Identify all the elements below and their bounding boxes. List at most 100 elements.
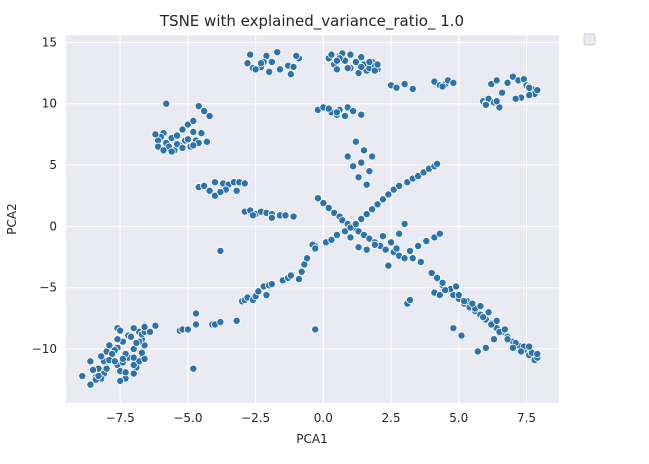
scatter-point	[508, 343, 517, 352]
scatter-point	[449, 78, 458, 87]
scatter-point	[145, 327, 154, 336]
scatter-point	[408, 254, 417, 263]
scatter-point	[189, 364, 198, 373]
scatter-point	[210, 191, 219, 200]
scatter-point	[173, 131, 182, 140]
scatter-point	[357, 158, 366, 167]
scatter-point	[210, 178, 219, 187]
scatter-point	[365, 57, 374, 66]
scatter-point	[357, 214, 366, 223]
scatter-point	[94, 372, 103, 381]
scatter-point	[257, 59, 266, 68]
scatter-point	[167, 147, 176, 156]
scatter-point	[351, 57, 360, 66]
y-tick-label: −10	[32, 342, 57, 356]
scatter-point	[422, 237, 431, 246]
x-tick-label: 2.5	[382, 411, 401, 425]
y-tick-label: 0	[49, 219, 57, 233]
scatter-point	[200, 107, 209, 116]
scatter-point	[216, 246, 225, 255]
scatter-point	[433, 273, 442, 282]
scatter-point	[400, 254, 409, 263]
scatter-point	[438, 278, 447, 287]
scatter-point	[110, 357, 119, 366]
scatter-point	[273, 48, 282, 57]
x-tick-label: 5.0	[449, 411, 468, 425]
scatter-point	[492, 316, 501, 325]
scatter-point	[332, 65, 341, 74]
scatter-point	[129, 353, 138, 362]
x-tick-label: −7.5	[106, 411, 135, 425]
scatter-point	[286, 271, 295, 280]
scatter-point	[183, 325, 192, 334]
y-tick-label: −5	[39, 281, 57, 295]
scatter-point	[311, 325, 320, 334]
scatter-point	[205, 111, 214, 120]
x-tick-label: −5.0	[173, 411, 202, 425]
scatter-point	[262, 291, 271, 300]
scatter-point	[173, 140, 182, 149]
scatter-point	[159, 146, 168, 155]
scatter-point	[121, 368, 130, 377]
scatter-point	[86, 380, 95, 389]
scatter-point	[343, 152, 352, 161]
scatter-point	[373, 60, 382, 69]
scatter-point	[351, 137, 360, 146]
scatter-point	[427, 268, 436, 277]
scatter-point	[351, 219, 360, 228]
scatter-point	[216, 318, 225, 327]
scatter-point	[392, 83, 401, 92]
scatter-point	[129, 324, 138, 333]
scatter-point	[525, 91, 534, 100]
scatter-point	[319, 199, 328, 208]
scatter-point	[327, 235, 336, 244]
scatter-point	[406, 295, 415, 304]
scatter-point	[500, 325, 509, 334]
scatter-point	[137, 348, 146, 357]
scatter-point	[78, 372, 87, 381]
scatter-point	[346, 223, 355, 232]
scatter-point	[246, 50, 255, 59]
scatter-point	[533, 349, 542, 358]
scatter-point	[384, 190, 393, 199]
x-tick-labels: −7.5 −5.0 −2.5 0.0 2.5 5.0 7.5	[106, 411, 536, 425]
scatter-point	[400, 219, 409, 228]
scatter-point	[492, 76, 501, 85]
legend-box	[583, 33, 596, 46]
scatter-point	[460, 297, 469, 306]
scatter-point	[324, 203, 333, 212]
scatter-point	[232, 186, 241, 195]
scatter-point	[449, 324, 458, 333]
scatter-point	[86, 357, 95, 366]
scatter-point	[189, 127, 198, 136]
scatter-point	[400, 80, 409, 89]
scatter-point	[511, 94, 520, 103]
scatter-point	[457, 331, 466, 340]
scatter-point	[484, 308, 493, 317]
scatter-point	[178, 125, 187, 134]
scatter-point	[365, 167, 374, 176]
x-tick-label: 0.0	[314, 411, 333, 425]
scatter-point	[419, 168, 428, 177]
scatter-point	[492, 97, 501, 106]
scatter-point	[192, 309, 201, 318]
scatter-point	[313, 194, 322, 203]
scatter-point	[414, 241, 423, 250]
y-axis-label: PCA2	[5, 203, 19, 234]
scatter-point	[251, 65, 260, 74]
scatter-point	[416, 257, 425, 266]
scatter-point	[132, 338, 141, 347]
scatter-point	[370, 240, 379, 249]
scatter-point	[392, 244, 401, 253]
scatter-point	[200, 181, 209, 190]
scatter-point	[197, 129, 206, 138]
scatter-point	[435, 291, 444, 300]
y-tick-label: 15	[42, 35, 57, 49]
scatter-point	[368, 152, 377, 161]
scatter-point	[430, 77, 439, 86]
scatter-point	[154, 142, 163, 151]
scatter-point	[265, 67, 274, 76]
scatter-point	[354, 173, 363, 182]
scatter-point	[357, 53, 366, 62]
